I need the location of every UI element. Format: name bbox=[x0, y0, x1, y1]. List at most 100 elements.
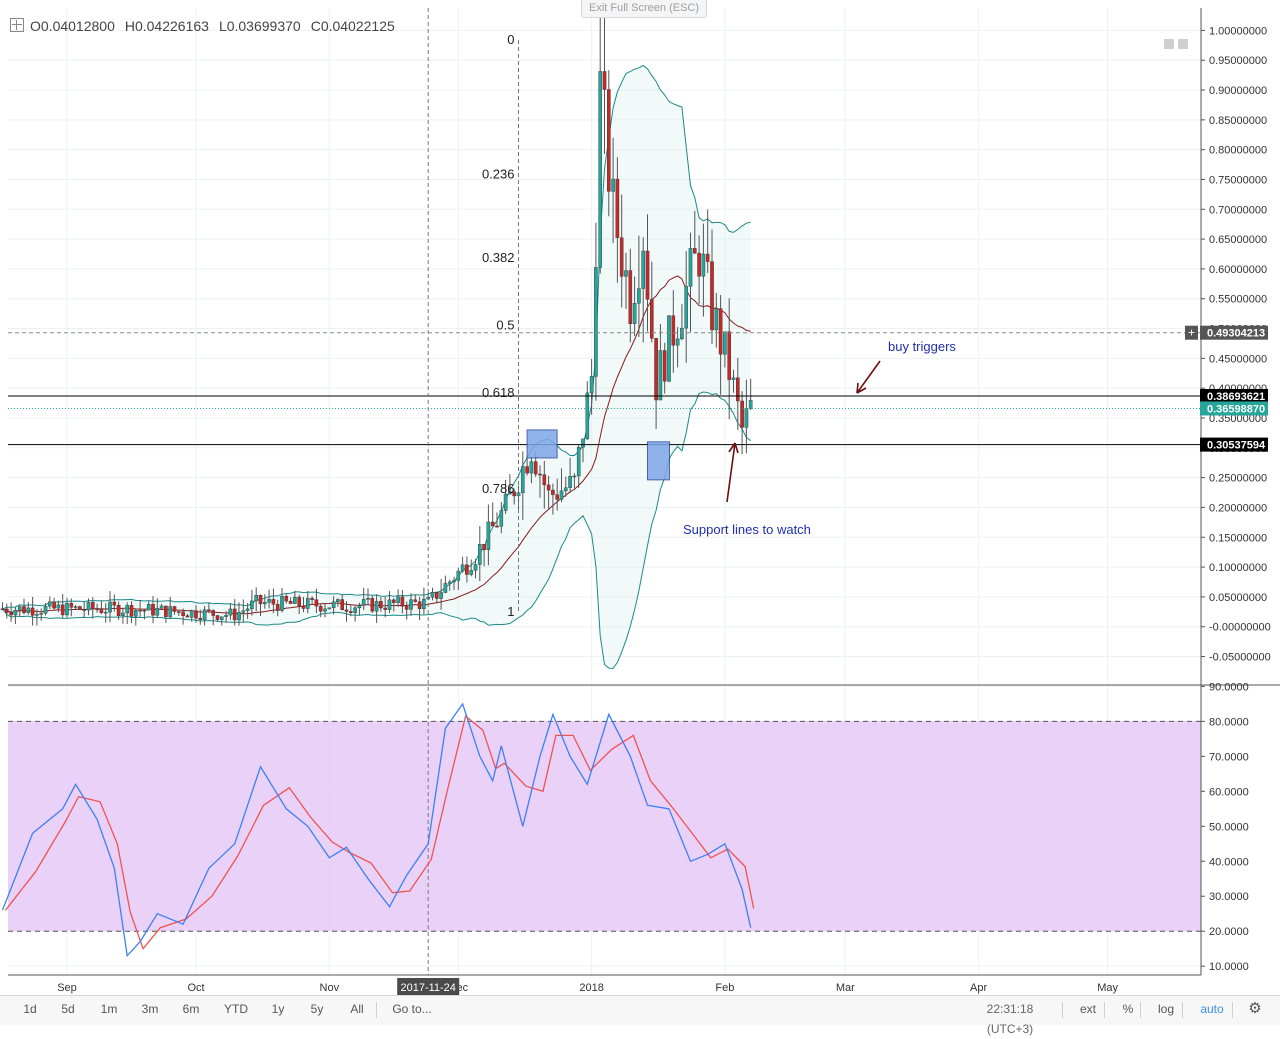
candle-body bbox=[39, 613, 43, 615]
range-3m-button[interactable]: 3m bbox=[141, 1002, 159, 1016]
candle-body bbox=[658, 350, 663, 401]
candle-body bbox=[473, 564, 478, 571]
settings-gear-icon[interactable]: ⚙ bbox=[1248, 1000, 1262, 1017]
price-badge-label: 0.49304213 bbox=[1207, 328, 1265, 340]
candle-body bbox=[551, 489, 555, 495]
maximize-pane-icon[interactable] bbox=[1178, 39, 1188, 49]
osc-tick-label: 80.0000 bbox=[1209, 716, 1249, 728]
candle-body bbox=[194, 610, 198, 619]
candle-body bbox=[336, 599, 340, 602]
time-axis-label: Apr bbox=[970, 982, 987, 994]
candle-body bbox=[13, 609, 18, 616]
open-value: O0.04012800 bbox=[30, 18, 115, 34]
candle-body bbox=[318, 605, 323, 612]
candle-body bbox=[241, 610, 246, 613]
add-symbol-icon[interactable] bbox=[10, 18, 24, 32]
candle-body bbox=[422, 598, 426, 609]
toolbar-divider bbox=[1104, 1002, 1105, 1018]
candle-body bbox=[598, 71, 602, 268]
candle-body bbox=[396, 596, 400, 603]
candle-body bbox=[546, 484, 551, 491]
price-tick-label: 0.90000000 bbox=[1209, 85, 1267, 97]
candle-body bbox=[568, 476, 572, 488]
candle-body bbox=[525, 466, 529, 474]
candle-body bbox=[675, 338, 680, 346]
candle-body bbox=[168, 606, 173, 618]
candle-body bbox=[310, 598, 314, 600]
candle-body bbox=[581, 438, 585, 448]
support-marker-box bbox=[647, 441, 670, 481]
extended-hours-toggle[interactable]: ext bbox=[1079, 1002, 1096, 1016]
candle-body bbox=[731, 377, 736, 380]
low-value: L0.03699370 bbox=[218, 18, 301, 34]
candle-body bbox=[17, 606, 22, 611]
candle-body bbox=[133, 609, 138, 617]
price-tick-label: 0.60000000 bbox=[1209, 264, 1267, 276]
range-5d-button[interactable]: 5d bbox=[61, 1002, 75, 1016]
toolbar-divider bbox=[1140, 1002, 1141, 1018]
range-1d-button[interactable]: 1d bbox=[23, 1002, 37, 1016]
go-to-date-button[interactable]: Go to... bbox=[392, 1002, 432, 1016]
fib-level-label: 0.236 bbox=[482, 167, 515, 182]
support-lines-label: Support lines to watch bbox=[683, 522, 811, 537]
candle-body bbox=[116, 604, 121, 616]
candle-body bbox=[542, 474, 547, 486]
range-ytd-button[interactable]: YTD bbox=[224, 1002, 248, 1016]
price-badge-label: 0.38693621 bbox=[1207, 391, 1265, 403]
candle-body bbox=[146, 604, 151, 611]
price-tick-label: 0.05000000 bbox=[1209, 592, 1267, 604]
candle-body bbox=[95, 608, 99, 611]
price-badge bbox=[1200, 325, 1268, 340]
candle-body bbox=[589, 376, 594, 394]
candle-body bbox=[185, 615, 190, 618]
candle-body bbox=[48, 601, 52, 607]
candle-body bbox=[447, 581, 452, 584]
add-alert-glyph: + bbox=[1188, 326, 1195, 340]
osc-tick-label: 50.0000 bbox=[1209, 821, 1249, 833]
log-scale-toggle[interactable]: log bbox=[1157, 1002, 1174, 1016]
candle-body bbox=[65, 602, 69, 616]
percent-scale-toggle[interactable]: % bbox=[1122, 1002, 1134, 1016]
candle-body bbox=[392, 599, 396, 603]
candle-body bbox=[486, 521, 491, 550]
fib-level-label: 0 bbox=[507, 32, 514, 47]
price-tick-label: 0.65000000 bbox=[1209, 234, 1267, 246]
candle-body bbox=[267, 599, 271, 603]
candle-body bbox=[684, 286, 688, 329]
candle-body bbox=[718, 308, 723, 355]
range-all-button[interactable]: All bbox=[350, 1002, 364, 1016]
candle-body bbox=[108, 601, 112, 613]
price-badge bbox=[1200, 388, 1268, 403]
candle-body bbox=[430, 592, 435, 598]
candle-body bbox=[727, 331, 731, 380]
range-1m-button[interactable]: 1m bbox=[100, 1002, 118, 1016]
horizontal-lines bbox=[8, 8, 1201, 975]
collapse-pane-icon[interactable] bbox=[1164, 39, 1174, 49]
candle-body bbox=[43, 606, 48, 614]
candle-body bbox=[56, 604, 61, 609]
time-axis-label: May bbox=[1097, 982, 1118, 994]
range-1y-button[interactable]: 1y bbox=[271, 1002, 285, 1016]
candle-body bbox=[181, 611, 185, 616]
range-6m-button[interactable]: 6m bbox=[182, 1002, 200, 1016]
candle-body bbox=[245, 608, 250, 611]
candle-body bbox=[529, 461, 534, 474]
bollinger-fill bbox=[2, 65, 751, 669]
candle-body bbox=[211, 610, 216, 616]
auto-scale-toggle[interactable]: auto bbox=[1200, 1002, 1224, 1016]
clock-timezone[interactable]: 22:31:18 (UTC+3) bbox=[986, 1002, 1034, 1036]
candle-body bbox=[512, 491, 516, 497]
fib-level-label: 1 bbox=[507, 604, 514, 619]
ohlc-legend: O0.04012800 H0.04226163 L0.03699370 C0.0402… bbox=[10, 18, 405, 36]
exit-fullscreen-button[interactable]: Exit Full Screen (ESC) bbox=[581, 0, 707, 18]
candle-body bbox=[232, 608, 237, 621]
price-tick-label: 0.70000000 bbox=[1209, 204, 1267, 216]
buy-arrowhead bbox=[856, 382, 867, 394]
candle-body bbox=[78, 606, 82, 610]
candle-body bbox=[349, 611, 353, 613]
candle-body bbox=[671, 315, 676, 346]
candle-body bbox=[482, 544, 486, 550]
range-5y-button[interactable]: 5y bbox=[310, 1002, 324, 1016]
time-axis-label: Mar bbox=[836, 982, 855, 994]
